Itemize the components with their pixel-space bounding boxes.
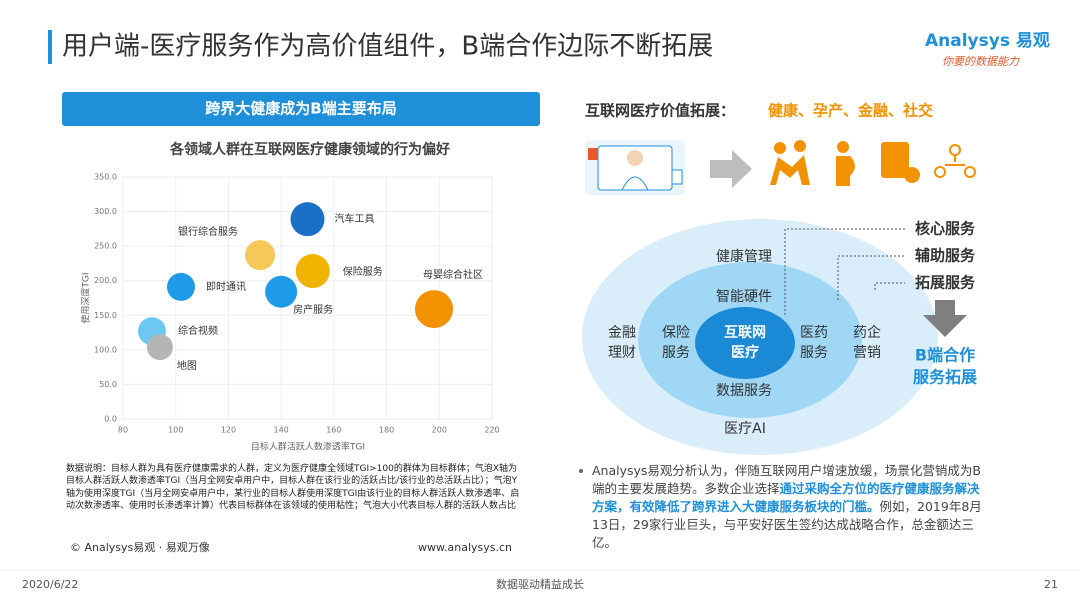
url: www.analysys.cn xyxy=(418,541,512,554)
arrow-icon xyxy=(710,150,752,188)
bubble-label: 汽车工具 xyxy=(335,212,375,225)
y-tick-label: 150.0 xyxy=(94,311,117,320)
bubble xyxy=(290,202,325,237)
mid-label: 服务 xyxy=(800,345,828,361)
outer-label: 医疗AI xyxy=(724,421,766,437)
mid-label: 服务 xyxy=(662,345,690,361)
tagline: 你要的数据能力 xyxy=(942,55,1020,68)
mid-label: 数据服务 xyxy=(716,383,772,399)
result-label: B端合作 xyxy=(915,346,975,365)
x-tick-label: 120 xyxy=(221,426,236,435)
x-tick-label: 200 xyxy=(432,426,447,435)
right-heading-items: 健康、孕产、金融、社交 xyxy=(768,102,933,120)
x-tick-label: 100 xyxy=(168,426,183,435)
bubble xyxy=(415,290,454,329)
bubble-label: 保险服务 xyxy=(343,265,383,278)
doctor-illustration xyxy=(585,140,685,195)
banner xyxy=(62,92,540,126)
bubble xyxy=(295,254,330,289)
bubble xyxy=(265,275,298,308)
x-tick-label: 160 xyxy=(326,426,341,435)
mid-label: 智能硬件 xyxy=(716,289,772,305)
mid-label: 保险 xyxy=(662,325,690,341)
x-tick-label: 80 xyxy=(118,426,128,435)
core-ellipse xyxy=(695,307,795,379)
outer-label: 金融 xyxy=(608,325,636,341)
bubble-label: 综合视频 xyxy=(178,324,218,337)
outer-label: 营销 xyxy=(853,345,881,361)
logo: Analysys 易观 xyxy=(925,31,1050,51)
bubble-label: 银行综合服务 xyxy=(178,225,238,238)
bubble-label: 即时通讯 xyxy=(206,281,246,293)
x-tick-label: 220 xyxy=(484,426,499,435)
result-label: 服务拓展 xyxy=(913,368,978,387)
outer-label: 理财 xyxy=(608,345,636,361)
level-label: 核心服务 xyxy=(915,220,976,238)
x-tick-label: 180 xyxy=(379,426,394,435)
title-bar xyxy=(48,30,52,64)
bullet-highlight: 通过采购全方位的医疗健康服务解决方案，有效降低了跨界进入大健康服务板块的门槛。 xyxy=(592,481,980,514)
y-tick-label: 100.0 xyxy=(94,345,117,354)
level-label: 辅助服务 xyxy=(915,247,976,265)
bullet-text: Analysys易观分析认为，伴随互联网用户增速放缓，场景化营销成为B端的主要发… xyxy=(592,462,992,552)
bubble xyxy=(245,240,276,271)
bullet-part: Analysys易观分析认为，伴随互联网用户增速放缓，场景化营销成为B端的主要发… xyxy=(592,463,982,496)
level-label: 拓展服务 xyxy=(915,274,976,292)
copyright: © Analysys易观 · 易观万像 xyxy=(70,541,210,554)
y-tick-label: 50.0 xyxy=(99,380,117,389)
core-label: 互联网 xyxy=(724,325,766,341)
leader-lines xyxy=(784,228,905,315)
y-tick-label: 0.0 xyxy=(104,415,117,424)
data-note: 数据说明：目标人群为具有医疗健康需求的人群，定义为医疗健康全领域TGI>100的… xyxy=(66,464,520,512)
bullet-dot xyxy=(579,469,583,473)
chart-title: 各领域人群在互联网医疗健康领域的行为偏好 xyxy=(169,141,450,158)
bullet-part: 例如，2019年8月13日，29家行业巨头，与平安好医生签约达成战略合作，总金额… xyxy=(592,499,982,550)
footer-slogan: 数据驱动精益成长 xyxy=(496,577,584,591)
y-tick-label: 200.0 xyxy=(94,276,117,285)
outer-label: 健康管理 xyxy=(716,248,772,265)
y-axis-label: 使用深度TGI xyxy=(80,272,92,323)
y-tick-label: 300.0 xyxy=(94,207,117,216)
x-axis-label: 目标人群活跃人数渗透率TGI xyxy=(251,441,365,453)
y-tick-label: 250.0 xyxy=(94,242,117,251)
right-heading: 互联网医疗价值拓展： xyxy=(585,102,735,120)
footer-date: 2020/6/22 xyxy=(22,578,78,591)
bubble-label: 房产服务 xyxy=(293,303,333,316)
mid-label: 医药 xyxy=(800,325,828,341)
orange-icons xyxy=(770,140,976,186)
down-arrow xyxy=(923,300,967,337)
outer-label: 药企 xyxy=(853,324,881,341)
bubble xyxy=(166,272,195,301)
banner-text: 跨界大健康成为B端主要布局 xyxy=(205,100,396,118)
x-tick-label: 140 xyxy=(274,426,289,435)
bubble-label: 地图 xyxy=(177,359,197,372)
core-label: 医疗 xyxy=(731,344,759,361)
slide-title: 用户端-医疗服务作为高价值组件，B端合作边际不断拓展 xyxy=(62,32,713,62)
y-tick-label: 350.0 xyxy=(94,173,117,182)
footer-page: 21 xyxy=(1044,578,1058,591)
bubble xyxy=(146,334,173,361)
bubble-label: 母婴综合社区 xyxy=(423,268,483,281)
